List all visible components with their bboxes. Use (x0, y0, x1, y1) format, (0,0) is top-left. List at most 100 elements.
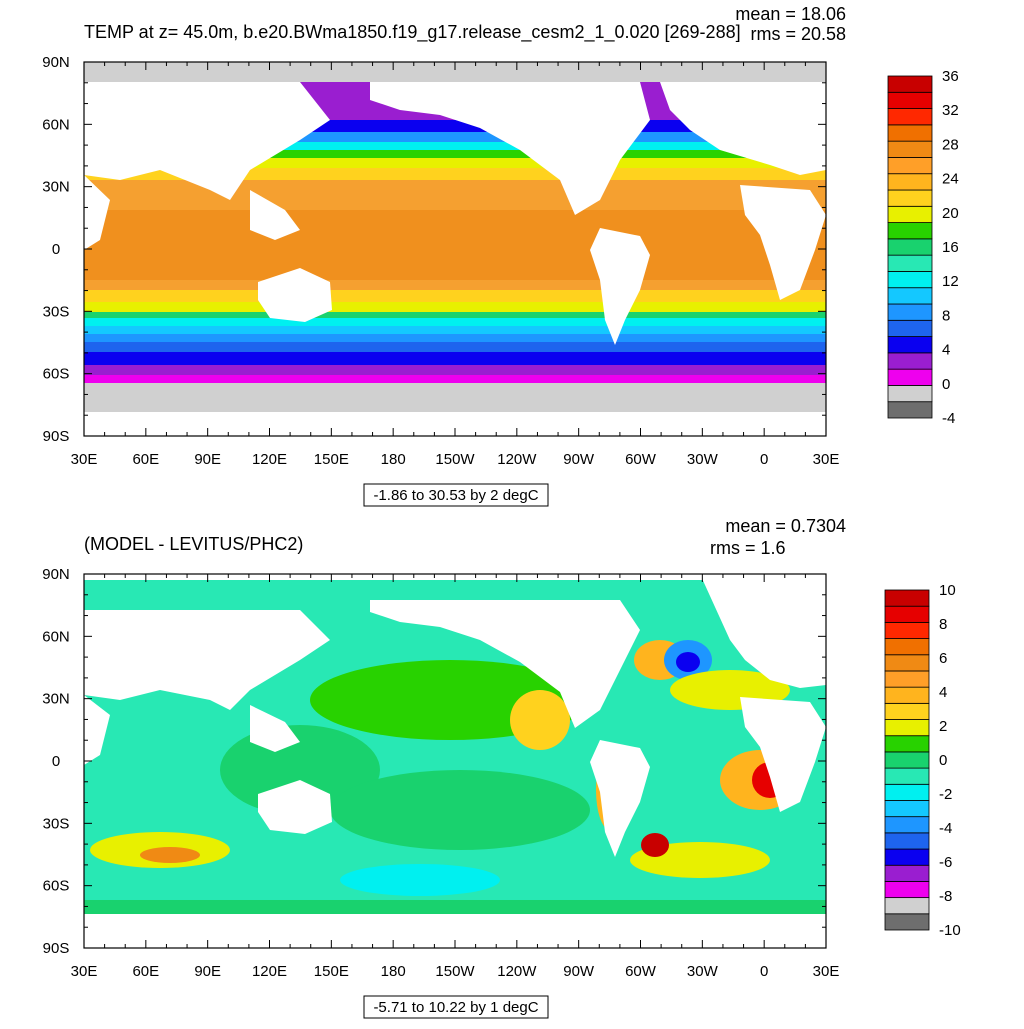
colorbar-swatch (887, 319, 933, 337)
band-southern-3 (84, 352, 826, 365)
colorbar-swatch (884, 638, 930, 656)
x-tick-label: 120E (252, 451, 287, 468)
y-tick-label: 0 (52, 241, 60, 258)
land (84, 82, 826, 345)
temp-panel: TEMP at z= 45.0m, b.e20.BWma1850.f19_g17… (42, 4, 959, 507)
southern-band (84, 900, 826, 914)
band-northern-3 (84, 150, 826, 158)
land-europe (660, 82, 826, 175)
colorbar-swatch (887, 91, 933, 109)
mean-label: mean = 0.7304 (725, 516, 846, 536)
colorbar-swatch (884, 735, 930, 753)
x-tick-label: 60W (625, 451, 657, 468)
y-tick-label: 0 (52, 753, 60, 770)
temp-map (84, 62, 826, 436)
x-tick-label: 180 (381, 451, 406, 468)
colorbar-swatch (884, 702, 930, 720)
colorbar-label: -4 (939, 820, 952, 837)
colorbar-swatch (884, 621, 930, 639)
x-tick-label: 150W (435, 963, 475, 980)
colorbar-swatch (884, 864, 930, 882)
y-tick-label: 90S (43, 428, 70, 445)
patch-california (510, 690, 570, 750)
colorbar-label: 24 (942, 171, 959, 188)
rms-label: rms = 1.6 (710, 538, 786, 558)
colorbar-swatch (884, 767, 930, 785)
colorbar-swatch (887, 140, 933, 158)
panel-title: TEMP at z= 45.0m, b.e20.BWma1850.f19_g17… (84, 22, 741, 43)
band-southern-6 (84, 326, 826, 334)
rms-label: rms = 20.58 (750, 24, 846, 44)
colorbar-swatch (884, 832, 930, 850)
patch-cool-southern (340, 864, 500, 896)
colorbar-swatch (884, 897, 930, 915)
colorbar-swatch (887, 124, 933, 142)
colorbar-swatch (887, 401, 933, 419)
colorbar-label: 4 (939, 684, 947, 701)
x-tick-label: 90W (563, 451, 595, 468)
colorbar-label: -2 (939, 786, 952, 803)
colorbar-swatch (887, 254, 933, 272)
axes: 30E 60E 90E 120E 150E 180 150W 120W 90W 60W 30W 0 30… (42, 566, 839, 980)
range-note: -5.71 to 10.22 by 1 degC (373, 999, 538, 1016)
band-equator (84, 210, 826, 280)
colorbar-swatch (887, 238, 933, 256)
colorbar-swatch (884, 751, 930, 769)
colorbar-label: 28 (942, 136, 959, 153)
band-southern-8 (84, 312, 826, 318)
colorbar-label: -6 (939, 854, 952, 871)
range-box (363, 483, 549, 507)
colorbar-swatch (887, 108, 933, 126)
x-tick-label: 150W (435, 451, 475, 468)
mean-label: mean = 18.06 (735, 4, 846, 24)
patch-south-pacific (330, 770, 590, 850)
land-eurasia (84, 610, 330, 710)
x-tick-label: 150E (314, 963, 349, 980)
land-south-america (590, 228, 650, 345)
colorbar-label: 16 (942, 239, 959, 256)
land-australia (258, 780, 332, 834)
colorbar-label: 36 (942, 68, 959, 85)
x-tick-label: 30E (813, 451, 840, 468)
y-tick-label: 90N (42, 566, 70, 583)
colorbar-label: 8 (942, 307, 950, 324)
land-north-america (370, 82, 650, 215)
band-southern-7 (84, 318, 826, 326)
colorbar-label: -4 (942, 410, 955, 427)
colorbar: 10 8 6 4 2 0 -2 -4 -6 -8 -10 (884, 582, 961, 939)
x-tick-label: 30E (813, 963, 840, 980)
difference-panel: (MODEL - LEVITUS/PHC2) mean = 0.7304 rms… (42, 516, 961, 1019)
y-tick-label: 90N (42, 54, 70, 71)
patch-indian-pacific (220, 725, 380, 815)
colorbar-swatch (887, 271, 933, 289)
colorbar-swatch (884, 848, 930, 866)
colorbar-swatch (884, 816, 930, 834)
colorbar-swatch (887, 303, 933, 321)
y-tick-label: 90S (43, 940, 70, 957)
x-tick-label: 90E (194, 451, 221, 468)
x-tick-label: 60E (132, 963, 159, 980)
colorbar-swatch (887, 189, 933, 207)
colorbar-label: 2 (939, 718, 947, 735)
y-tick-label: 30N (42, 179, 70, 196)
x-tick-label: 30E (71, 963, 98, 980)
land-australia (258, 268, 332, 322)
colorbar-swatch (884, 800, 930, 818)
x-tick-label: 30E (71, 451, 98, 468)
colorbar-swatch (884, 589, 930, 607)
y-tick-label: 60N (42, 116, 70, 133)
colorbar-label: 10 (939, 582, 956, 599)
band-southern-1 (84, 375, 826, 383)
band-northern-1 (84, 168, 826, 180)
colorbar-swatch (887, 75, 933, 93)
colorbar-swatch (887, 352, 933, 370)
y-tick-label: 60N (42, 628, 70, 645)
x-tick-label: 30W (687, 451, 719, 468)
patch-labrador-core (676, 652, 700, 672)
band-southern-4 (84, 342, 826, 352)
axes: 30E 60E 90E 120E 150E 180 150W 120W 90W 60W 30W 0 30… (42, 54, 839, 468)
land-south-america (590, 740, 650, 857)
colorbar-swatch (887, 222, 933, 240)
band-northern-2 (84, 158, 826, 168)
